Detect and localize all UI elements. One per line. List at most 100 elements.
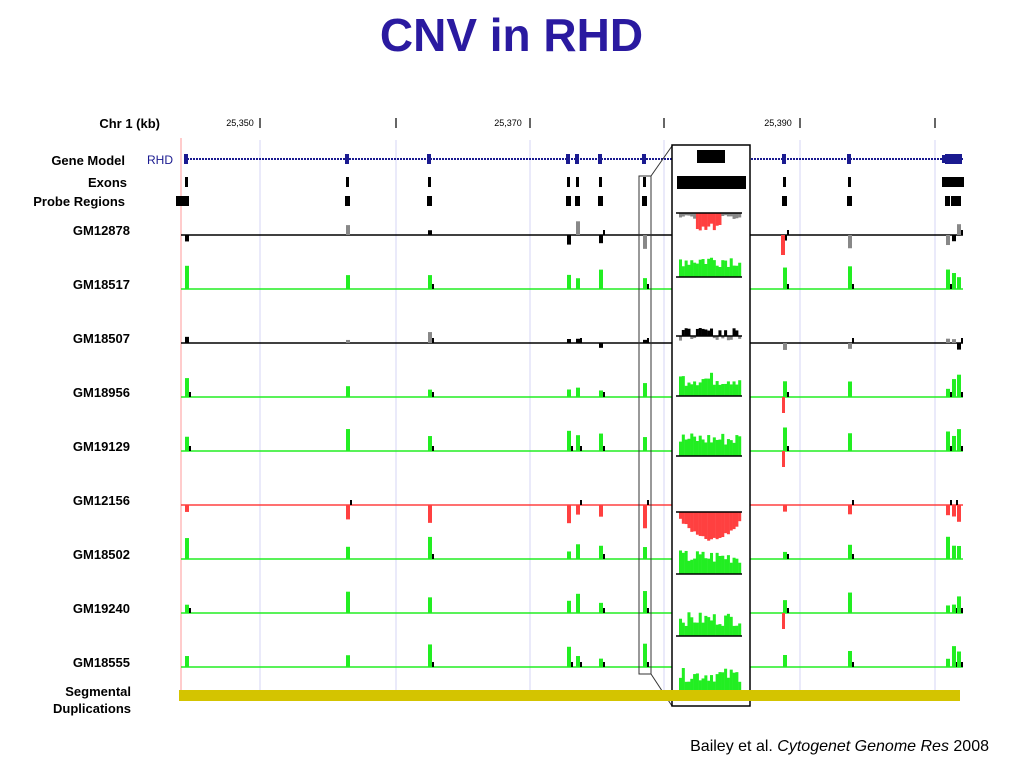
- zoom-signal: [690, 213, 694, 217]
- probe-region: [945, 196, 950, 206]
- zoom-signal: [681, 512, 685, 524]
- probe-signal: [956, 500, 958, 505]
- zoom-signal: [698, 382, 702, 396]
- probe-signal: [946, 431, 950, 451]
- zoom-signal: [726, 512, 730, 535]
- probe-signal: [783, 343, 787, 350]
- probe-signal: [603, 662, 605, 667]
- zoom-signal: [738, 562, 742, 574]
- sample-label: GM12878: [72, 223, 130, 238]
- zoom-signal: [704, 263, 708, 277]
- probe-signal: [950, 392, 952, 397]
- probe-signal: [783, 600, 787, 613]
- gene-exon: [847, 154, 851, 164]
- probe-signal: [647, 662, 649, 667]
- probe-signal: [189, 608, 191, 613]
- zoom-signal: [707, 558, 711, 574]
- zoom-signal: [721, 672, 725, 692]
- probe-signal: [428, 436, 432, 451]
- zoom-signal: [695, 673, 699, 692]
- zoom-signal: [721, 512, 725, 538]
- zoom-signal: [707, 258, 711, 277]
- zoom-signal: [718, 330, 722, 336]
- zoom-signal: [701, 512, 705, 537]
- zoom-signal: [712, 260, 716, 277]
- zoom-exon-block: [677, 176, 746, 189]
- probe-signal: [783, 654, 787, 667]
- zoom-signal: [684, 260, 688, 277]
- probe-signal: [848, 592, 852, 613]
- probe-signal: [946, 269, 950, 289]
- zoom-signal: [695, 213, 699, 230]
- probe-signal: [432, 662, 434, 667]
- exon-mark: [848, 177, 851, 187]
- zoom-signal: [695, 512, 699, 535]
- zoom-signal: [693, 336, 697, 339]
- zoom-signal: [704, 378, 708, 396]
- exon-mark: [942, 177, 964, 187]
- zoom-signal: [729, 562, 733, 574]
- gene-exon: [566, 154, 570, 164]
- probe-signal: [783, 551, 787, 559]
- zoom-panel: [671, 144, 751, 707]
- zoom-signal: [712, 561, 716, 574]
- probe-signal: [787, 446, 789, 451]
- probe-signal: [428, 536, 432, 559]
- zoom-signal: [684, 625, 688, 636]
- zoom-profile: [676, 550, 742, 575]
- probe-signal: [603, 554, 605, 559]
- exon-mark: [346, 177, 349, 187]
- zoom-signal: [726, 336, 730, 341]
- zoom-signal: [681, 213, 685, 217]
- probe-signal: [599, 235, 603, 244]
- sample-track: [181, 332, 963, 350]
- probe-signal: [567, 600, 571, 613]
- zoom-signal: [684, 512, 688, 525]
- probe-signal: [567, 389, 571, 397]
- zoom-signal: [718, 384, 722, 396]
- axis-tick-label: 25,350: [226, 118, 254, 128]
- probe-signal: [643, 505, 647, 529]
- sample-track: [181, 536, 963, 560]
- probe-signal: [576, 505, 580, 515]
- zoom-signal: [707, 330, 711, 336]
- zoom-signal: [704, 558, 708, 574]
- exon-mark: [428, 177, 431, 187]
- zoom-signal: [726, 677, 730, 692]
- citation-authors: Bailey et al.: [690, 738, 773, 755]
- probe-signal: [957, 505, 961, 522]
- zoom-signal: [715, 552, 719, 574]
- zoom-signal: [712, 614, 716, 636]
- gene-exon: [598, 154, 602, 164]
- zoom-signal: [738, 436, 742, 456]
- zoom-profile: [676, 372, 742, 397]
- probe-signal: [576, 278, 580, 289]
- zoom-signal: [679, 550, 683, 574]
- probe-signal: [950, 446, 952, 451]
- probe-signal: [848, 235, 852, 249]
- zoom-profile: [676, 511, 742, 541]
- probe-signal: [580, 338, 582, 343]
- zoom-signal: [695, 385, 699, 396]
- probe-signal: [567, 430, 571, 451]
- probe-signal: [185, 378, 189, 397]
- zoom-signal: [724, 330, 728, 336]
- zoom-profile: [676, 328, 742, 341]
- zoom-signal: [707, 213, 711, 227]
- zoom-signal: [738, 336, 742, 339]
- probe-signal: [950, 500, 952, 505]
- probe-signal: [185, 235, 189, 242]
- probe-signal: [961, 446, 963, 451]
- probe-signal: [852, 338, 854, 343]
- zoom-signal: [712, 437, 716, 456]
- sample-label: GM18517: [72, 277, 130, 292]
- zoom-signal: [726, 555, 730, 574]
- zoom-profile: [676, 212, 742, 231]
- probe-signal: [185, 604, 189, 613]
- probe-signal: [346, 505, 350, 520]
- probe-signal: [567, 551, 571, 559]
- zoom-signal: [735, 330, 739, 336]
- probe-signal: [787, 392, 789, 397]
- zoom-signal: [710, 257, 714, 277]
